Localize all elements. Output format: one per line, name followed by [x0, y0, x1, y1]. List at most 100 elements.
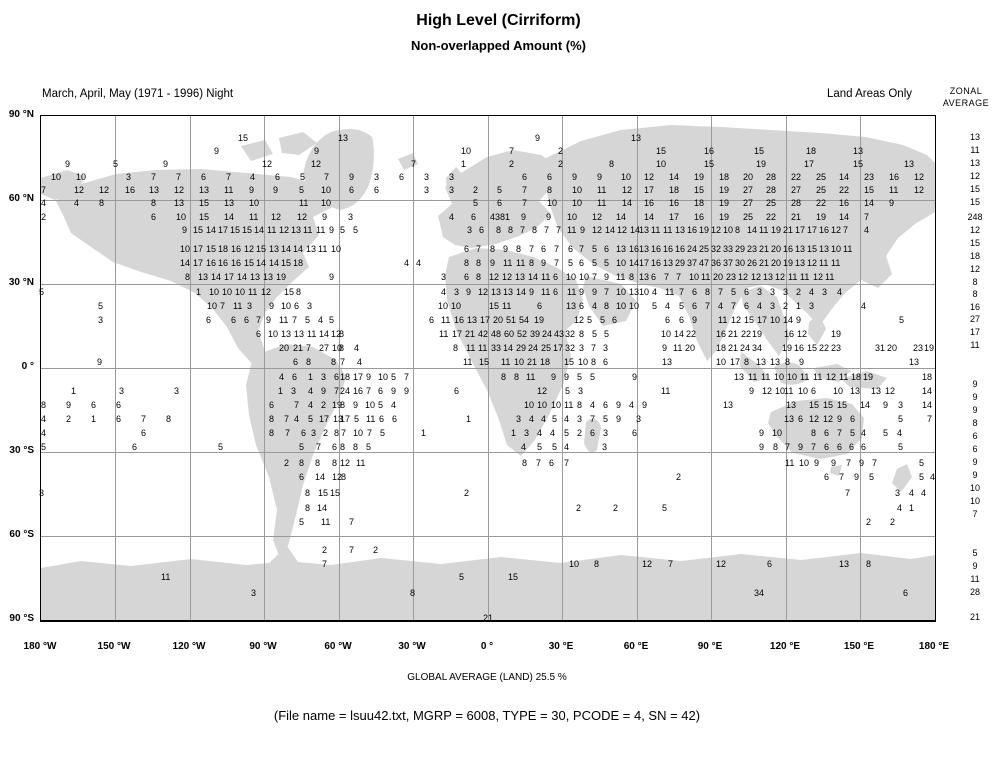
grid-value: 18 [218, 243, 229, 254]
grid-value: 18 [719, 171, 730, 182]
grid-value: 13 [174, 197, 185, 208]
grid-value: 4 [308, 399, 314, 410]
grid-value: 16 [231, 243, 242, 254]
grid-value: 10 [209, 286, 220, 297]
zonal-average-value: 10 [969, 482, 981, 493]
grid-value: 3 [770, 286, 776, 297]
grid-value: 4 [74, 197, 80, 208]
grid-value: 21 [728, 328, 739, 339]
grid-value: 9 [404, 385, 410, 396]
grid-value: 6 [292, 371, 298, 382]
grid-value: 11 [366, 413, 376, 424]
grid-value: 11 [800, 371, 810, 382]
grid-value: 15 [807, 342, 818, 353]
grid-value: 5 [305, 314, 311, 325]
zonal-average-value: 6 [972, 430, 978, 441]
grid-value: 12 [831, 224, 842, 235]
grid-value: 4 [564, 441, 570, 452]
grid-value: 6 [332, 441, 338, 452]
grid-value: 9 [642, 399, 648, 410]
grid-value: 52 [517, 328, 528, 339]
grid-value: 3 [374, 171, 380, 182]
grid-value: 19 [719, 211, 730, 222]
grid-value: 37 [723, 257, 734, 268]
zonal-average-value: 9 [972, 560, 978, 571]
grid-value: 29 [516, 342, 527, 353]
grid-value: 6 [378, 385, 384, 396]
grid-value: 14 [269, 257, 280, 268]
grid-value: 18 [540, 356, 551, 367]
grid-value: 4 [550, 427, 556, 438]
grid-value: 5 [604, 328, 610, 339]
grid-value: 32 [565, 328, 576, 339]
grid-value: 5 [568, 257, 574, 268]
grid-value: 6 [399, 171, 405, 182]
grid-value: 8 [529, 257, 535, 268]
grid-value: 5 [679, 300, 685, 311]
grid-value: 3 [98, 314, 104, 325]
grid-value: 8 [299, 457, 305, 468]
grid-value: 9 [580, 224, 586, 235]
grid-value: 9 [521, 211, 527, 222]
grid-value: 3 [424, 171, 430, 182]
grid-value: 15 [704, 158, 715, 169]
grid-value: 7 [536, 457, 542, 468]
grid-value: 12 [813, 271, 824, 282]
grid-value: 13 [639, 243, 650, 254]
grid-value: 43 [554, 328, 565, 339]
grid-value: 47 [699, 257, 710, 268]
grid-value: 6 [244, 314, 250, 325]
grid-value: 16 [663, 243, 674, 254]
grid-value: 13 [662, 356, 673, 367]
grid-value: 15 [284, 286, 295, 297]
grid-value: 17 [644, 184, 655, 195]
grid-value: 1 [196, 286, 202, 297]
zonal-average-value: 5 [972, 547, 978, 558]
grid-value: 5 [869, 471, 875, 482]
grid-value: 4 [629, 399, 635, 410]
grid-value: 14 [674, 328, 685, 339]
grid-value: 5 [731, 286, 737, 297]
grid-value: 13 [819, 243, 830, 254]
grid-value: 13 [306, 243, 317, 254]
grid-value: 7 [324, 171, 330, 182]
longitude-axis-label: 120 °W [172, 641, 206, 652]
grid-value: 11 [673, 342, 683, 353]
grid-value: 9 [662, 342, 668, 353]
grid-value: 11 [502, 300, 512, 311]
grid-value: 3 [524, 427, 530, 438]
grid-value: 3 [603, 342, 609, 353]
grid-value: 15 [281, 257, 292, 268]
grid-value: 15 [809, 399, 820, 410]
grid-value: 16 [669, 197, 680, 208]
grid-value: 4 [250, 171, 256, 182]
grid-value: 7 [341, 427, 347, 438]
grid-value: 10 [378, 371, 389, 382]
grid-value: 14 [630, 224, 641, 235]
grid-value: 19 [863, 371, 874, 382]
grid-value: 17 [340, 413, 351, 424]
grid-value: 6 [275, 171, 281, 182]
grid-value: 2 [464, 487, 470, 498]
grid-value: 11 [439, 328, 449, 339]
grid-value: 11 [316, 224, 326, 235]
latitude-axis-label: 90 °S [9, 613, 34, 624]
grid-value: 12 [738, 271, 749, 282]
grid-value: 5 [299, 184, 305, 195]
grid-value: 7 [731, 300, 737, 311]
grid-value: 9 [466, 286, 472, 297]
gridline-horizontal [41, 284, 935, 285]
grid-value: 1 [511, 427, 517, 438]
grid-value: 5 [919, 471, 925, 482]
grid-value: 6 [91, 399, 97, 410]
grid-value: 20 [279, 342, 290, 353]
grid-value: 10 [775, 385, 786, 396]
grid-value: 51 [506, 314, 517, 325]
grid-value: 10 [716, 356, 727, 367]
grid-value: 16 [819, 224, 830, 235]
longitude-axis-label: 180 °W [23, 641, 57, 652]
grid-value: 25 [743, 211, 754, 222]
grid-value: 4 [718, 300, 724, 311]
grid-value: 21 [483, 612, 494, 623]
grid-value: 3 [119, 385, 125, 396]
